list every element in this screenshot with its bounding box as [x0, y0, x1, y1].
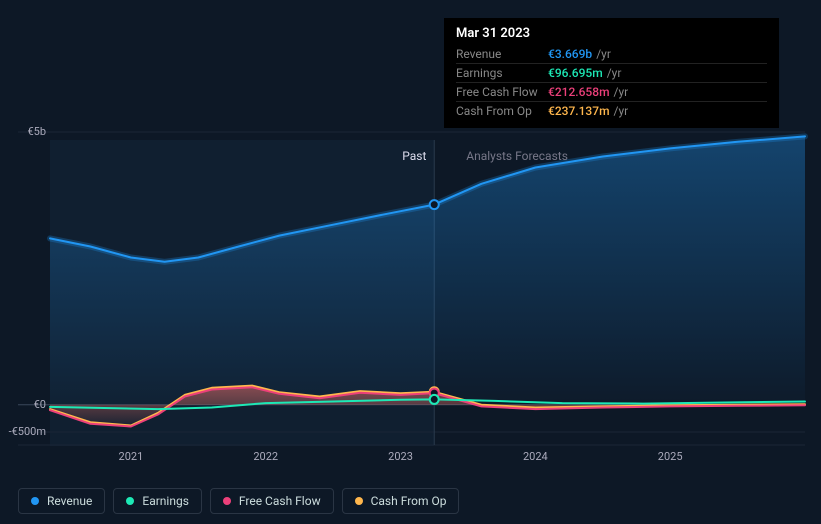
x-axis-label: 2025 [658, 450, 683, 463]
legend-label: Earnings [142, 494, 189, 508]
legend-item-revenue[interactable]: Revenue [18, 488, 105, 514]
x-axis-label: 2024 [523, 450, 548, 463]
tooltip-row: Earnings€96.695m/yr [456, 63, 767, 82]
legend: Revenue Earnings Free Cash Flow Cash Fro… [18, 488, 459, 514]
forecast-label: Analysts Forecasts [466, 149, 568, 163]
tooltip-metric-unit: /yr [596, 47, 611, 61]
tooltip-metric-unit: /yr [614, 85, 629, 99]
tooltip-metric-label: Free Cash Flow [456, 85, 548, 99]
y-axis-label: -€500m [6, 425, 46, 438]
financial-chart: Mar 31 2023 Revenue€3.669b/yrEarnings€96… [0, 0, 821, 524]
tooltip-metric-unit: /yr [607, 66, 622, 80]
tooltip-metric-value: €96.695m [548, 66, 603, 80]
legend-swatch-icon [126, 497, 134, 505]
y-axis-label: €0 [6, 398, 46, 411]
past-label: Past [402, 149, 426, 163]
legend-item-free-cash-flow[interactable]: Free Cash Flow [210, 488, 334, 514]
x-axis-label: 2021 [119, 450, 144, 463]
legend-label: Revenue [47, 494, 92, 508]
tooltip-row: Cash From Op€237.137m/yr [456, 101, 767, 120]
legend-swatch-icon [223, 497, 231, 505]
tooltip-metric-value: €237.137m [548, 104, 610, 118]
legend-swatch-icon [31, 497, 39, 505]
legend-label: Cash From Op [371, 494, 447, 508]
tooltip-metric-label: Revenue [456, 47, 548, 61]
tooltip-metric-value: €212.658m [548, 85, 610, 99]
tooltip-metric-value: €3.669b [548, 47, 592, 61]
legend-item-earnings[interactable]: Earnings [113, 488, 202, 514]
tooltip-row: Free Cash Flow€212.658m/yr [456, 82, 767, 101]
tooltip-metric-unit: /yr [614, 104, 629, 118]
tooltip-title: Mar 31 2023 [456, 26, 767, 41]
legend-swatch-icon [355, 497, 363, 505]
chart-tooltip: Mar 31 2023 Revenue€3.669b/yrEarnings€96… [444, 18, 779, 128]
x-axis-label: 2023 [388, 450, 413, 463]
x-axis-label: 2022 [253, 450, 278, 463]
tooltip-metric-label: Cash From Op [456, 104, 548, 118]
tooltip-row: Revenue€3.669b/yr [456, 45, 767, 63]
legend-item-cash-from-op[interactable]: Cash From Op [342, 488, 460, 514]
legend-label: Free Cash Flow [239, 494, 321, 508]
tooltip-metric-label: Earnings [456, 66, 548, 80]
y-axis-label: €5b [6, 125, 46, 138]
